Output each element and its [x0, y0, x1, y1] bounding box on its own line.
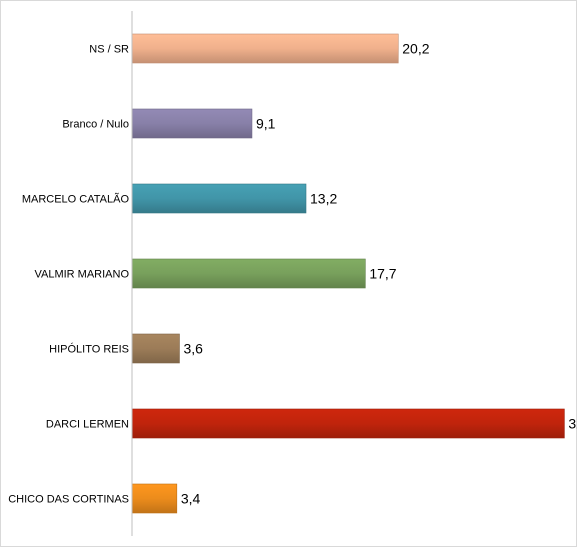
value-label-5: 32,8	[568, 416, 577, 432]
bar-2	[131, 183, 307, 214]
value-label-6: 3,4	[181, 491, 201, 507]
category-label-2: MARCELO CATALÃO	[22, 193, 130, 206]
category-label-5: DARCI LERMEN	[46, 419, 129, 431]
category-label-4: HIPÓLITO REIS	[49, 343, 129, 356]
value-label-2: 13,2	[310, 191, 337, 207]
bar-6	[131, 483, 178, 514]
value-label-1: 9,1	[256, 116, 276, 132]
category-label-1: Branco / Nulo	[62, 119, 129, 131]
value-label-4: 3,6	[183, 341, 203, 357]
bar-4	[131, 333, 180, 364]
value-label-0: 20,2	[402, 41, 429, 57]
category-label-6: CHICO DAS CORTINAS	[8, 494, 129, 506]
category-label-0: NS / SR	[89, 44, 129, 56]
category-label-3: VALMIR MARIANO	[34, 269, 129, 281]
bar-1	[131, 108, 253, 139]
bar-0	[131, 33, 399, 64]
bar-5	[131, 408, 565, 439]
bar-3	[131, 258, 366, 289]
value-label-3: 17,7	[369, 266, 396, 282]
